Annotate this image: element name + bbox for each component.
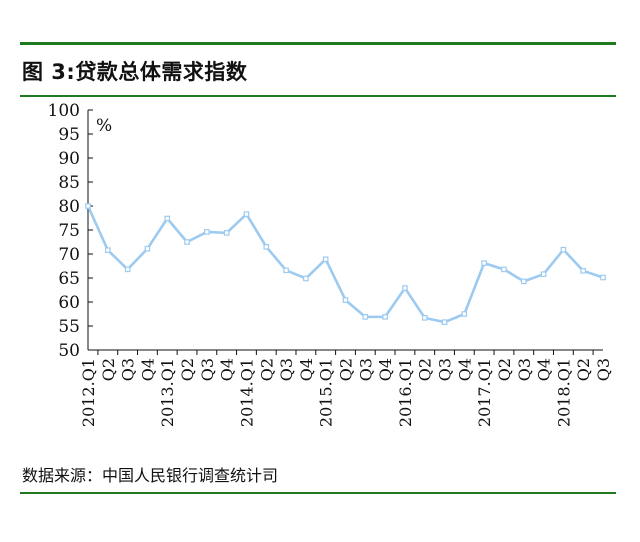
series-group bbox=[85, 203, 606, 325]
chart-title: 图 3:贷款总体需求指数 bbox=[22, 60, 248, 84]
x-tick-labels: 2012.Q1 Q2 Q3 Q4 2013.Q1 Q2 Q3 Q4 2014.Q1 Q2 Q3 Q4 2… bbox=[79, 358, 613, 427]
x-tick-label: Q4 bbox=[297, 358, 316, 381]
x-tick-label: Q2 bbox=[337, 358, 356, 381]
y-tick-label: 85 bbox=[58, 173, 80, 193]
x-tick-label: Q3 bbox=[356, 358, 375, 381]
data-point bbox=[441, 319, 448, 325]
data-point bbox=[243, 211, 250, 217]
x-tick-label: Q4 bbox=[535, 358, 554, 381]
x-tick-label: Q3 bbox=[119, 358, 138, 381]
top-rule bbox=[20, 42, 616, 45]
data-point bbox=[382, 314, 388, 320]
data-point bbox=[520, 278, 527, 285]
x-tick-label: Q3 bbox=[198, 358, 217, 381]
data-point bbox=[124, 266, 131, 273]
x-tick-label: Q3 bbox=[515, 358, 534, 381]
data-point bbox=[85, 203, 91, 209]
x-tick-label: 2018.Q1 bbox=[554, 358, 573, 427]
y-tick-label: 50 bbox=[58, 341, 80, 361]
data-point bbox=[322, 256, 329, 263]
y-tick-label: 95 bbox=[58, 125, 80, 145]
data-source-note: 数据来源：中国人民银行调查统计司 bbox=[22, 466, 279, 485]
x-tick-label: 2015.Q1 bbox=[317, 358, 336, 427]
data-point bbox=[580, 268, 586, 274]
data-point bbox=[421, 315, 428, 321]
x-tick-label: 2014.Q1 bbox=[237, 358, 256, 427]
title-rule bbox=[20, 95, 616, 97]
x-tick-label: Q2 bbox=[574, 358, 593, 381]
x-tick-label: 2017.Q1 bbox=[475, 358, 494, 427]
x-tick-label: Q3 bbox=[436, 358, 455, 381]
y-tick-label: 65 bbox=[58, 269, 80, 289]
data-point bbox=[560, 246, 567, 253]
data-point bbox=[204, 229, 210, 235]
data-point bbox=[283, 267, 289, 274]
y-tick-label: 60 bbox=[58, 293, 80, 313]
x-tick-label: Q2 bbox=[416, 358, 435, 381]
y-tick-label: 75 bbox=[58, 221, 80, 241]
x-tick-label: Q4 bbox=[376, 358, 395, 381]
data-point bbox=[223, 230, 230, 236]
data-point bbox=[342, 297, 349, 303]
y-tick-label: 90 bbox=[58, 149, 80, 169]
x-tick-label: Q3 bbox=[277, 358, 296, 381]
data-point bbox=[303, 275, 309, 282]
data-point bbox=[362, 314, 369, 320]
data-point bbox=[144, 245, 151, 252]
y-tick-label: 55 bbox=[58, 317, 80, 337]
x-tick-label: 2013.Q1 bbox=[158, 358, 177, 427]
x-tick-label: Q4 bbox=[138, 358, 157, 381]
data-point bbox=[263, 244, 270, 250]
data-point bbox=[481, 260, 487, 266]
x-tick-label: Q4 bbox=[455, 358, 474, 381]
data-point bbox=[402, 285, 408, 291]
data-point bbox=[164, 215, 171, 222]
chart-axes bbox=[87, 109, 603, 355]
y-tick-label: 100 bbox=[48, 101, 80, 121]
y-axis-unit-label: % bbox=[96, 116, 112, 136]
data-point bbox=[105, 247, 111, 253]
x-tick-label: Q2 bbox=[99, 358, 118, 381]
y-tick-label: 70 bbox=[58, 245, 80, 265]
x-tick-label: Q2 bbox=[178, 358, 197, 381]
x-tick-label: Q4 bbox=[218, 358, 237, 381]
data-point bbox=[600, 274, 606, 281]
y-tick-labels: 50 55 60 65 70 75 80 85 90 95 100 bbox=[48, 101, 80, 361]
x-tick-label: Q3 bbox=[594, 358, 613, 381]
x-tick-label: 2012.Q1 bbox=[79, 358, 98, 427]
y-tick-label: 80 bbox=[58, 197, 80, 217]
data-point bbox=[540, 271, 547, 277]
data-point bbox=[184, 239, 190, 245]
x-tick-label: Q2 bbox=[495, 358, 514, 381]
x-tick-label: 2016.Q1 bbox=[396, 358, 415, 427]
x-tick-label: Q2 bbox=[257, 358, 276, 381]
series-line bbox=[86, 205, 604, 324]
data-point bbox=[461, 311, 468, 317]
data-point bbox=[501, 266, 507, 273]
bottom-rule bbox=[20, 492, 616, 494]
